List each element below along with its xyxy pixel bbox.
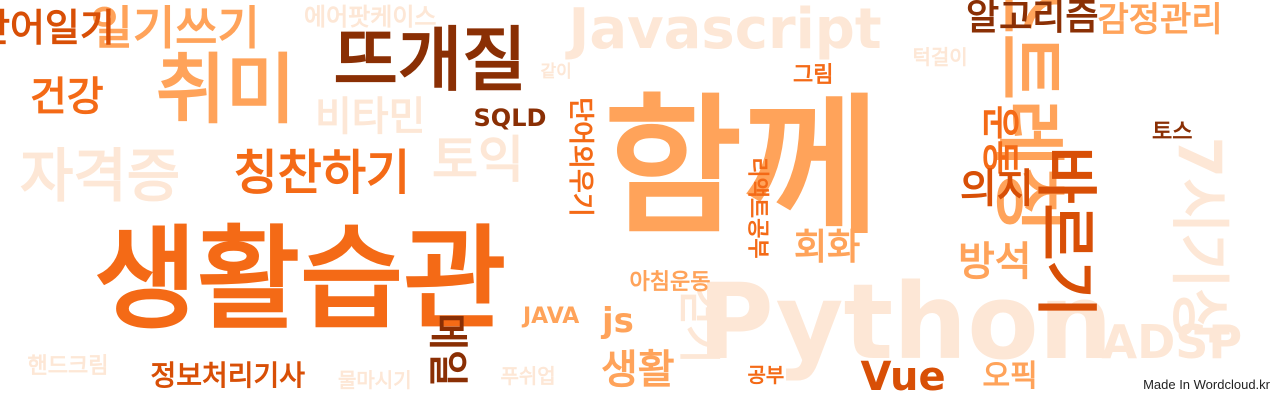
word-25: 방석 [958, 239, 1032, 285]
word-35: 단어일기 [0, 6, 115, 50]
word-3: ADSP [1101, 315, 1243, 369]
word-37: 정보처리기사 [150, 359, 306, 392]
word-12: 같이 [540, 61, 572, 82]
word-33: 그림 [793, 63, 834, 88]
word-13: 턱걸이 [912, 45, 968, 69]
word-40: 뜨개질 [333, 19, 527, 101]
word-31: 단어외우기 [564, 97, 595, 217]
word-10: 푸쉬업 [500, 364, 556, 388]
word-4: 자격증 [20, 142, 181, 210]
word-42: SQLD [473, 104, 547, 132]
wordcloud-credit: Made In Wordcloud.kr [1143, 377, 1270, 392]
word-18: 일기쓰기 [90, 1, 260, 55]
word-2: Python [697, 261, 1113, 383]
word-44: 메일 [423, 313, 470, 387]
word-20: js [602, 301, 634, 341]
word-43: 토스 [1152, 120, 1193, 145]
word-26: 감정관리 [1097, 0, 1223, 40]
word-22: 아침운동 [629, 270, 711, 295]
word-8: 에어팟케이스 [304, 3, 437, 31]
word-23: 오픽 [982, 359, 1038, 394]
word-1: Javascript [568, 0, 882, 62]
word-15: 취미 [156, 45, 296, 134]
word-21: 생활 [601, 347, 675, 393]
word-32: 리액트공부 [744, 157, 770, 259]
word-28: 건강 [30, 74, 104, 120]
word-38: 의지 [960, 166, 1034, 212]
word-30: 운동 [977, 105, 1022, 175]
word-24: 회화 [794, 227, 861, 268]
word-36: 바르기 [1029, 146, 1103, 318]
word-41: 알고리즘 [966, 0, 1099, 38]
word-19: JAVA [523, 304, 580, 329]
word-29: 칭찬하기 [233, 145, 411, 201]
word-34: 공부 [747, 363, 785, 387]
word-11: 물마시기 [338, 368, 412, 392]
word-5: 토익 [432, 131, 524, 189]
word-14: 걷기 [674, 286, 724, 364]
word-27: 생활습관 [94, 215, 507, 345]
word-6: 7시기상 [1163, 136, 1234, 344]
word-16: 함께 [604, 81, 881, 255]
word-7: 비타민 [315, 94, 426, 140]
word-39: Vue [860, 354, 946, 400]
word-9: 핸드크림 [27, 354, 109, 379]
